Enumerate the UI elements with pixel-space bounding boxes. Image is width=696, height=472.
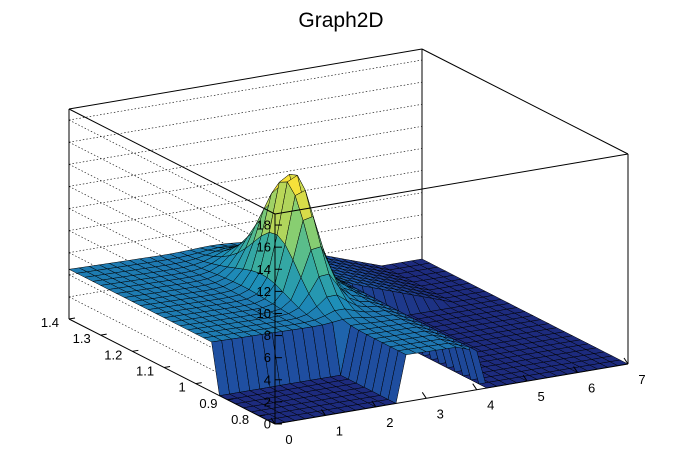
x-tick-label: 2 [386, 415, 393, 430]
y-tick-label: 1.1 [136, 363, 154, 378]
x-tick-label: 1 [336, 423, 343, 438]
grid-line-back-z [68, 59, 423, 121]
z-tick-label: 2 [264, 394, 271, 409]
x-tick-label: 4 [487, 398, 494, 413]
y-tick [132, 349, 139, 352]
y-tick [195, 382, 202, 385]
y-tick [100, 333, 107, 336]
y-tick [163, 365, 171, 368]
z-tick-label: 14 [257, 262, 271, 277]
surface-mesh [68, 173, 629, 425]
y-tick [259, 414, 266, 417]
z-tick-label: 6 [264, 350, 271, 365]
z-tick-label: 8 [264, 328, 271, 343]
x-tick [573, 366, 578, 373]
grid-line-side-z [68, 141, 276, 248]
y-tick-label: 1.4 [41, 315, 59, 330]
grid-line-side-z [68, 119, 276, 226]
y-axis: 0.8 0.9 1 1.1 1.2 1.3 1.4 [41, 315, 276, 427]
x-axis-line [274, 363, 629, 425]
x-axis: 0 1 2 3 4 5 6 7 [270, 357, 646, 447]
z-tick-label: 18 [257, 218, 271, 233]
x-tick-label: 6 [588, 381, 595, 396]
box-edge-top-right [421, 48, 629, 155]
z-axis: 0 2 4 6 8 10 12 14 16 18 [257, 214, 282, 432]
x-tick [270, 417, 276, 425]
x-tick [371, 400, 377, 408]
z-tick-label: 16 [257, 240, 271, 255]
x-tick [472, 383, 478, 390]
y-tick-label: 1 [179, 380, 186, 395]
chart-title: Graph2D [298, 9, 383, 32]
grid-line-back-z [68, 148, 423, 209]
box-edge-top-back [68, 48, 423, 110]
grid-line-back-z [68, 192, 423, 253]
box-edge-top-front [274, 153, 629, 215]
x-tick [421, 392, 427, 399]
z-tick-label: 10 [257, 306, 271, 321]
z-tick-label: 12 [257, 284, 271, 299]
y-tick-label: 0.8 [231, 412, 249, 427]
box-edge-top-left [68, 108, 276, 215]
y-tick [68, 317, 76, 320]
grid-line-back-z [68, 103, 423, 165]
x-tick [522, 374, 528, 382]
z-tick-label: 4 [264, 372, 271, 387]
y-tick-label: 1.2 [104, 347, 122, 362]
grid-line-back-z [68, 81, 423, 143]
y-axis-line [68, 318, 276, 425]
grid-line-back-z [68, 126, 423, 187]
x-tick-label: 5 [538, 389, 545, 404]
y-tick-label: 0.9 [199, 396, 217, 411]
y-tick [227, 398, 234, 401]
x-tick [623, 357, 629, 365]
x-tick-label: 7 [638, 372, 645, 387]
z-tick-label: 0 [264, 417, 271, 432]
y-tick-label: 1.3 [73, 331, 91, 346]
grid-line-back-z [68, 170, 423, 231]
x-tick-label: 3 [437, 406, 444, 421]
x-tick [321, 409, 326, 416]
x-tick-label: 0 [285, 432, 292, 447]
